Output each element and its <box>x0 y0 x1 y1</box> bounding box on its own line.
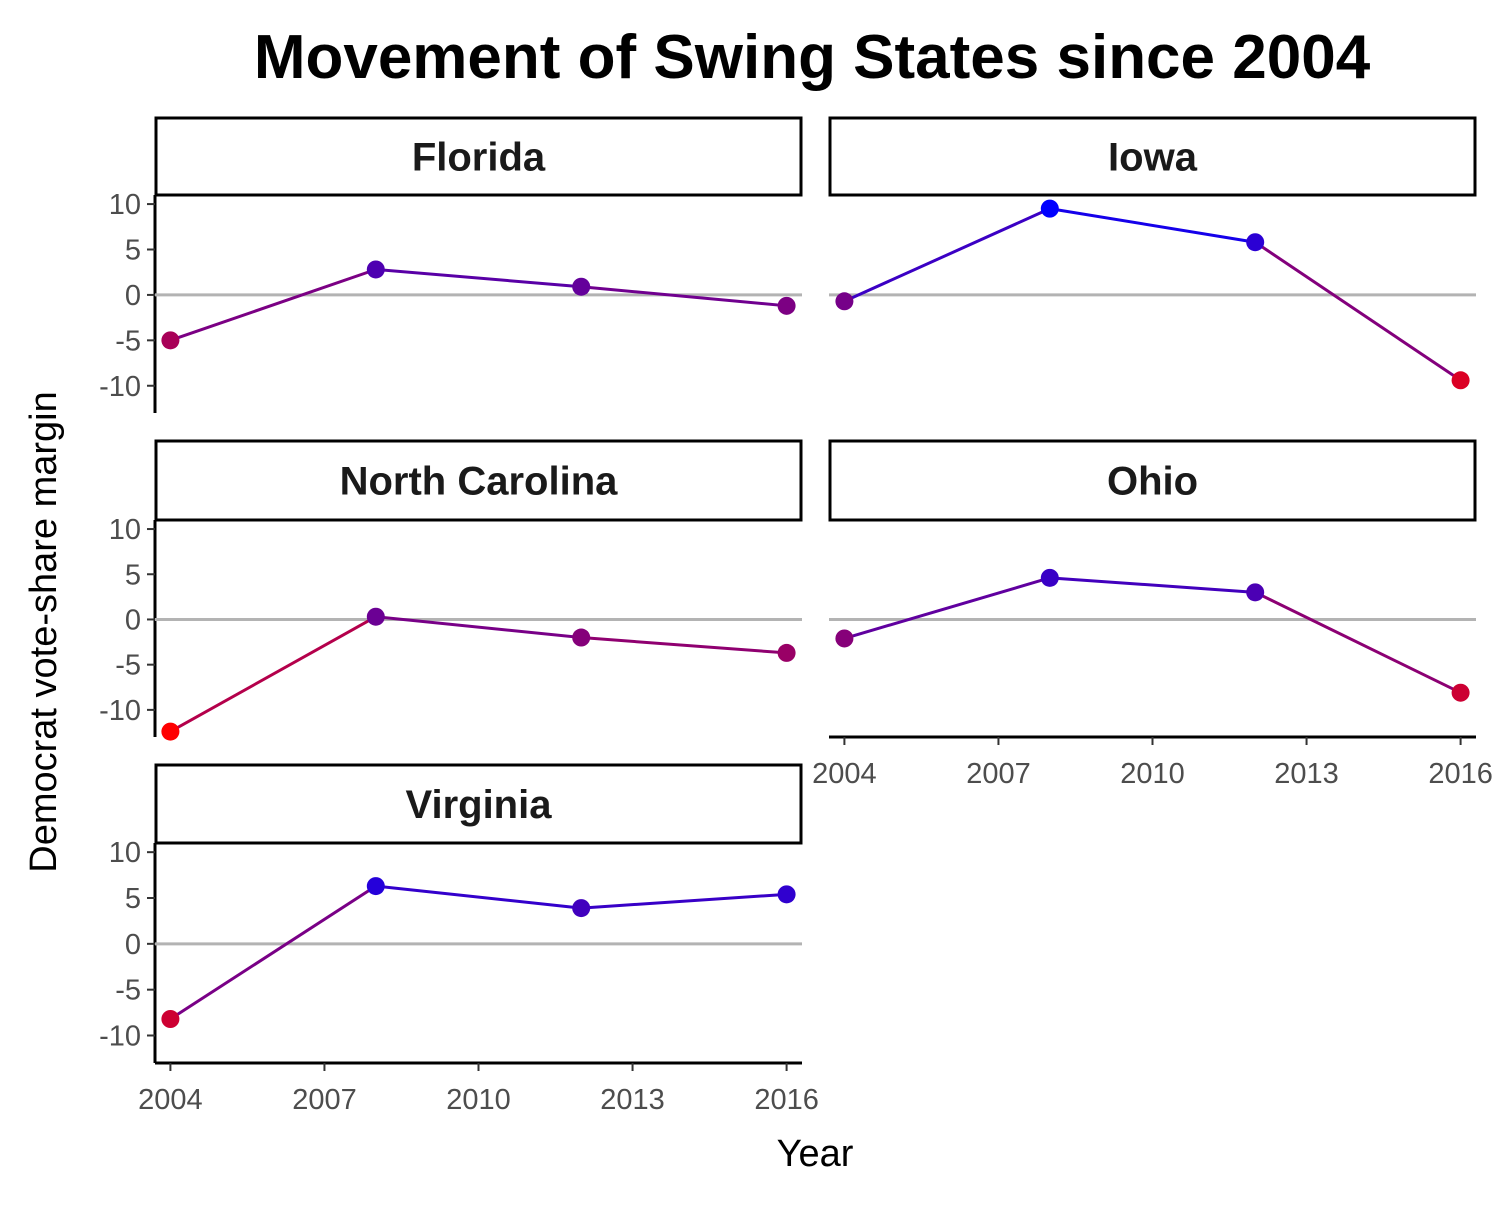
x-axis-title: Year <box>777 1133 854 1175</box>
y-tick-label: 0 <box>125 280 141 312</box>
x-tick-label: 2004 <box>812 758 877 790</box>
facet-strip <box>154 116 803 197</box>
y-tick-label: 5 <box>125 235 141 267</box>
series-line-segment <box>581 892 787 910</box>
data-point <box>1040 568 1059 587</box>
data-point <box>1040 199 1059 218</box>
facet-strip <box>154 439 803 522</box>
facet-panels: Florida 10 5 0 -5 -10 Iowa North Carolina 10 5 0 -5… <box>99 116 1493 1116</box>
data-point <box>572 277 591 296</box>
y-tick-label: -5 <box>115 325 141 357</box>
y-tick-label: 10 <box>109 514 141 546</box>
x-tick-label: 2016 <box>754 1084 819 1116</box>
y-tick-label: -10 <box>99 371 141 403</box>
x-tick-label: 2010 <box>446 1084 511 1116</box>
data-point <box>835 292 854 311</box>
series-line-segment <box>843 576 1051 640</box>
facet-strip <box>828 439 1477 522</box>
data-point <box>1451 683 1470 702</box>
data-point <box>572 899 591 918</box>
y-tick-label: -10 <box>99 695 141 727</box>
series-line-segment <box>169 884 377 1021</box>
chart-title: Movement of Swing States since 2004 <box>254 23 1371 92</box>
series-line-segment <box>1049 576 1256 594</box>
series-line-segment <box>375 615 582 640</box>
data-point <box>1246 583 1265 602</box>
data-point <box>366 607 385 626</box>
data-point <box>366 877 385 896</box>
y-axis-title: Democrat vote-share margin <box>23 391 65 873</box>
data-point <box>161 331 180 350</box>
y-tick-label: -10 <box>99 1021 141 1053</box>
y-tick-label: -5 <box>115 975 141 1007</box>
series-line-segment <box>169 268 377 342</box>
panel-ohio: Ohio 2004 2007 2010 2013 2016 <box>812 439 1493 790</box>
panel-virginia: Virginia 10 5 0 -5 -10 2004 2007 2010 2013 2016 <box>99 763 819 1116</box>
x-tick-label: 2013 <box>1274 758 1339 790</box>
series-line-segment <box>1254 590 1462 695</box>
facet-strip-label: Virginia <box>406 783 553 827</box>
facet-strip-label: Florida <box>412 136 546 180</box>
x-tick-label: 2007 <box>966 758 1031 790</box>
data-point <box>572 628 591 647</box>
data-point <box>777 643 796 662</box>
y-tick-label: 10 <box>109 189 141 221</box>
series-line-segment <box>581 636 787 655</box>
facet-strip-label: North Carolina <box>340 460 619 504</box>
y-tick-label: -5 <box>115 650 141 682</box>
x-tick-label: 2016 <box>1428 758 1493 790</box>
facet-strip <box>828 116 1477 197</box>
facet-strip <box>154 763 803 845</box>
y-tick-label: 5 <box>125 883 141 915</box>
y-tick-label: 10 <box>109 837 141 869</box>
data-point <box>1451 371 1470 390</box>
panel-florida: Florida 10 5 0 -5 -10 <box>99 116 803 413</box>
series-line-segment <box>169 615 377 733</box>
x-tick-label: 2010 <box>1120 758 1185 790</box>
x-tick-label: 2004 <box>138 1084 203 1116</box>
y-tick-label: 0 <box>125 604 141 636</box>
series-line-segment <box>581 285 787 308</box>
data-point <box>777 885 796 904</box>
panel-iowa: Iowa <box>828 116 1477 390</box>
series-line-segment <box>1254 240 1462 382</box>
series-line-segment <box>375 267 582 289</box>
series-line-segment <box>1049 207 1256 244</box>
y-tick-label: 0 <box>125 929 141 961</box>
series-line-segment <box>843 207 1051 303</box>
facet-strip-label: Iowa <box>1108 136 1198 180</box>
x-tick-label: 2007 <box>292 1084 357 1116</box>
panel-north-carolina: North Carolina 10 5 0 -5 -10 <box>99 439 803 741</box>
x-tick-label: 2013 <box>600 1084 665 1116</box>
data-point <box>366 260 385 279</box>
series-line-segment <box>375 884 582 910</box>
y-tick-label: 5 <box>125 559 141 591</box>
data-point <box>835 629 854 648</box>
data-point <box>1246 233 1265 252</box>
facet-strip-label: Ohio <box>1107 460 1198 504</box>
data-point <box>161 722 180 741</box>
data-point <box>161 1010 180 1028</box>
data-point <box>777 296 796 315</box>
